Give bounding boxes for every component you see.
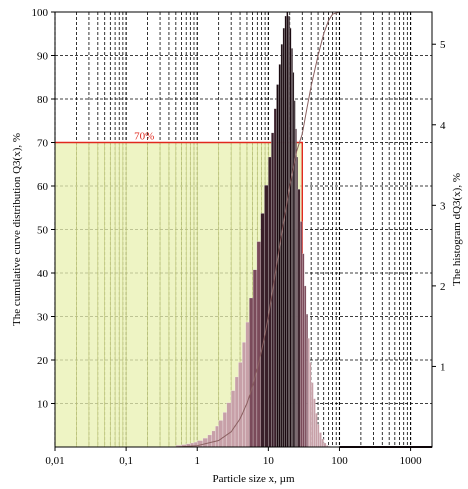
y-right-tick-label: 4 — [440, 120, 446, 132]
y-right-tick-label: 1 — [440, 361, 446, 373]
histogram-bar — [222, 412, 227, 448]
y-left-tick-label: 10 — [37, 399, 49, 411]
histogram-bar — [280, 44, 284, 448]
x-axis-ticks: 0,01 0,1 1 10 100 1000 — [45, 447, 422, 467]
histogram-bar — [230, 390, 236, 448]
histogram-bar — [238, 362, 243, 448]
histogram-bar — [319, 432, 322, 448]
histogram-bar — [286, 11, 289, 448]
histogram-bar — [291, 48, 293, 448]
histogram-bar — [323, 442, 327, 448]
y-left-tick-label: 100 — [32, 7, 49, 19]
histogram-bar — [302, 253, 305, 448]
annotation-label: 70% — [134, 131, 154, 143]
y-left-tick-label: 30 — [37, 312, 49, 324]
histogram-bar — [218, 420, 224, 448]
y-left-axis-ticks: 10 20 30 40 50 60 70 80 90 100 — [32, 7, 55, 411]
histogram-bar — [321, 438, 324, 448]
y-right-tick-label: 5 — [440, 39, 446, 51]
y-left-axis-label: The cumulative curve distribution Q3(x),… — [11, 133, 23, 326]
histogram-bar — [215, 425, 219, 448]
histogram-bar — [284, 15, 287, 448]
y-left-tick-label: 40 — [37, 268, 49, 280]
y-left-tick-label: 70 — [37, 138, 49, 150]
histogram-bar — [278, 64, 282, 448]
histogram-bar — [245, 321, 250, 448]
histogram-bar — [309, 362, 312, 448]
histogram-bar — [299, 221, 303, 448]
histogram-bar — [304, 285, 307, 448]
y-right-tick-label: 3 — [440, 200, 446, 212]
x-tick-label: 10 — [263, 455, 275, 467]
histogram-bar — [202, 437, 208, 448]
y-left-tick-label: 80 — [37, 94, 49, 106]
histogram-bar — [289, 27, 292, 448]
histogram-bar — [305, 313, 309, 448]
y-right-axis-ticks: 1 2 3 4 5 — [432, 39, 446, 373]
histogram-bar — [313, 398, 316, 448]
histogram-bar — [297, 189, 301, 448]
x-axis-label: Particle size x, µm — [212, 473, 295, 485]
y-right-tick-label: 2 — [440, 281, 446, 293]
histogram-bar — [252, 269, 258, 448]
y-left-tick-label: 20 — [37, 355, 49, 367]
x-tick-label: 1000 — [400, 455, 423, 467]
x-tick-label: 1 — [194, 455, 200, 467]
x-tick-label: 0,1 — [119, 455, 133, 467]
cumulative-curve-line — [175, 11, 340, 448]
histogram-bar — [249, 297, 254, 448]
histogram-bar — [226, 402, 232, 448]
histogram-bar — [242, 342, 246, 448]
histogram-bar — [197, 440, 204, 448]
histogram-bar — [282, 27, 285, 448]
histogram-bar — [234, 376, 239, 448]
annotation-70-percent: 70% — [134, 131, 154, 143]
histogram-bar — [260, 213, 265, 448]
histogram-bar — [211, 430, 216, 448]
x-tick-label: 100 — [331, 455, 348, 467]
histogram-bar — [292, 72, 295, 448]
histogram-bar — [207, 434, 212, 448]
y-right-axis-label: The histogram dQ3(x), % — [451, 173, 463, 286]
histogram-bar — [310, 382, 314, 448]
y-left-tick-label: 50 — [37, 225, 49, 237]
y-left-tick-label: 60 — [37, 181, 49, 193]
histogram-bar — [307, 338, 310, 448]
x-tick-label: 0,01 — [45, 455, 64, 467]
histogram-bar — [315, 412, 318, 448]
histogram-bar — [317, 424, 320, 448]
histogram-bar — [287, 15, 290, 448]
histogram-bar — [256, 241, 261, 448]
y-left-tick-label: 90 — [37, 51, 49, 63]
histogram-bar — [264, 184, 269, 448]
